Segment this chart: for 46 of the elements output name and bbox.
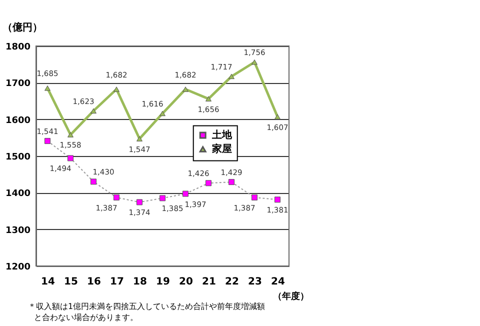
point — [90, 178, 96, 185]
point — [136, 199, 142, 206]
y-tick-label: 1300 — [5, 226, 30, 236]
x-tick-label: 15 — [64, 276, 78, 288]
x-axis-title: （年度） — [273, 291, 309, 302]
y-tick-label: 1600 — [5, 116, 30, 126]
x-tick-label: 20 — [179, 276, 193, 288]
x-tick-label: 22 — [225, 276, 239, 288]
point — [252, 60, 258, 65]
y-tick-label: 1800 — [5, 42, 30, 52]
point — [44, 138, 50, 144]
point — [136, 136, 142, 142]
text: と合わない場合があります。 — [34, 313, 138, 322]
point — [114, 194, 120, 200]
point — [114, 86, 120, 92]
point — [206, 96, 212, 102]
x-tick-label: 23 — [248, 276, 262, 288]
point — [274, 114, 280, 120]
point — [160, 195, 166, 202]
y-tick-label: 1500 — [5, 152, 30, 162]
point — [68, 155, 74, 162]
point — [90, 108, 96, 114]
point — [44, 86, 50, 91]
x-tick-label: 17 — [110, 276, 124, 288]
point — [252, 194, 258, 200]
legend-label: 土地 — [210, 129, 233, 142]
text: ＊収入額は1億円未満を四捨五入しているため合計や前年度増減額 — [28, 302, 266, 311]
y-tick-label: 1400 — [5, 189, 30, 200]
y-axis-title: （億円） — [2, 22, 42, 34]
x-tick-label: 18 — [133, 276, 147, 288]
x-tick-label: 21 — [202, 276, 216, 288]
point — [274, 196, 280, 203]
y-tick-label: 1200 — [5, 262, 30, 272]
point — [228, 74, 234, 80]
point — [68, 132, 74, 138]
x-tick-label: 16 — [87, 276, 101, 288]
point — [182, 190, 188, 197]
x-tick-label: 14 — [41, 276, 55, 288]
x-tick-label: 24 — [271, 276, 285, 288]
legend-label: 家屋 — [210, 143, 232, 156]
point — [206, 180, 212, 186]
point — [228, 179, 234, 186]
y-tick-label: 1700 — [5, 79, 30, 90]
x-tick-label: 19 — [156, 276, 170, 288]
point — [160, 110, 166, 116]
point — [182, 86, 188, 92]
